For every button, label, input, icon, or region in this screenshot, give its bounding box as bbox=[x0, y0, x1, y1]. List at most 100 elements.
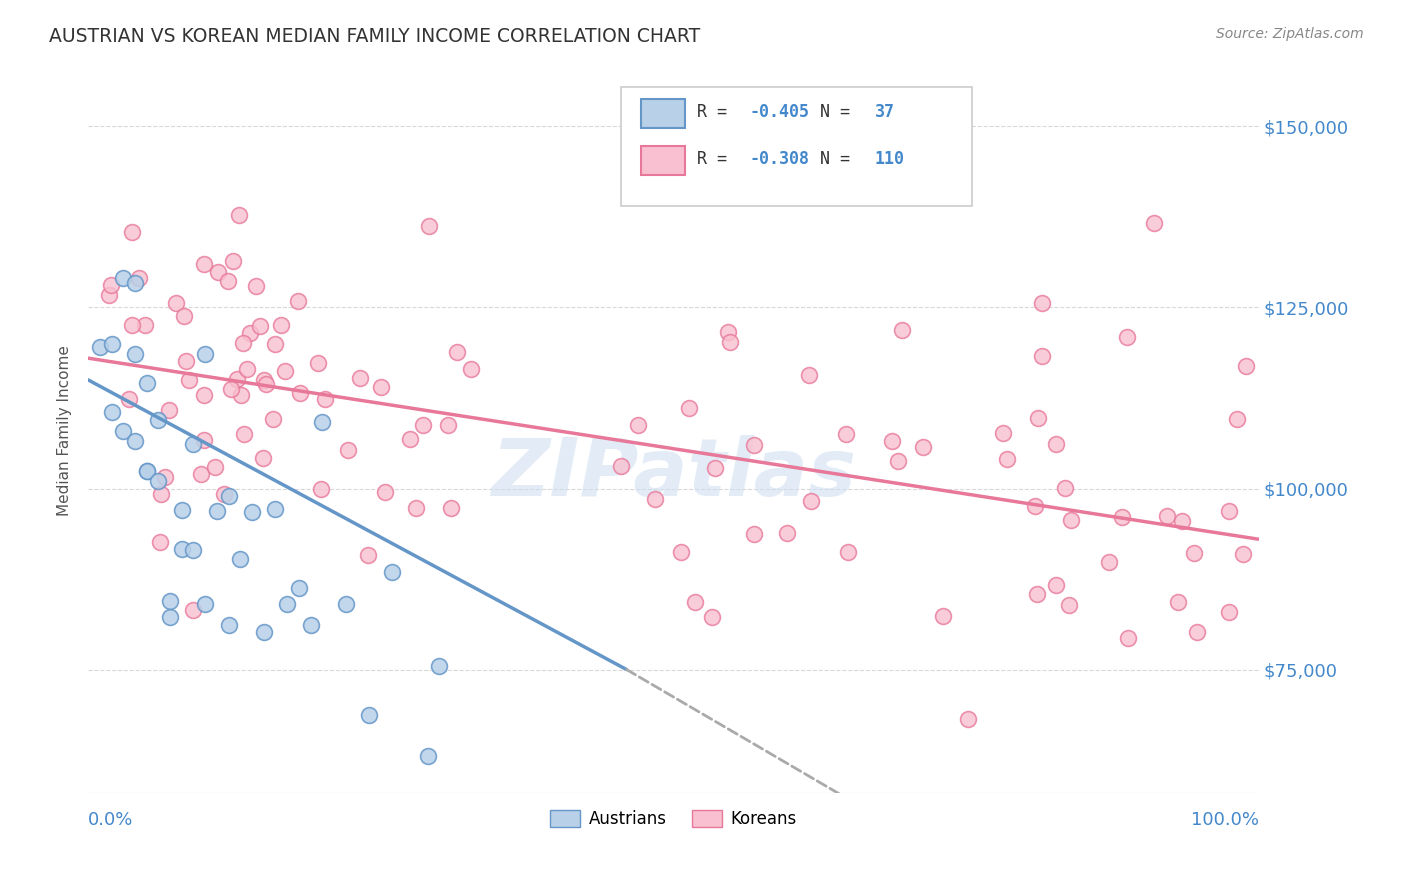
Point bbox=[718, 335, 741, 350]
Point bbox=[177, 374, 200, 388]
Point bbox=[446, 345, 468, 359]
Point bbox=[253, 625, 276, 640]
Point bbox=[159, 593, 181, 607]
Point bbox=[222, 254, 245, 268]
Point bbox=[276, 598, 298, 612]
Point bbox=[314, 392, 336, 406]
Point bbox=[416, 749, 439, 764]
Point bbox=[703, 460, 725, 475]
Point bbox=[370, 380, 392, 394]
Point bbox=[149, 487, 172, 501]
Point bbox=[1116, 631, 1139, 645]
Point bbox=[1167, 594, 1189, 608]
Point bbox=[835, 426, 858, 441]
Point bbox=[1234, 359, 1257, 373]
Point bbox=[240, 505, 263, 519]
Point bbox=[205, 504, 228, 518]
Point bbox=[128, 271, 150, 285]
Point bbox=[717, 325, 740, 339]
Text: AUSTRIAN VS KOREAN MEDIAN FAMILY INCOME CORRELATION CHART: AUSTRIAN VS KOREAN MEDIAN FAMILY INCOME … bbox=[49, 27, 700, 45]
Point bbox=[170, 503, 193, 517]
Point bbox=[256, 377, 278, 392]
Point bbox=[173, 309, 195, 323]
Point bbox=[335, 597, 357, 611]
Point bbox=[193, 388, 215, 402]
Point bbox=[644, 491, 666, 506]
Point bbox=[228, 208, 250, 222]
Text: 110: 110 bbox=[875, 150, 904, 168]
Point bbox=[412, 418, 434, 433]
Point bbox=[1026, 587, 1049, 601]
Point bbox=[1143, 216, 1166, 230]
Point bbox=[1053, 481, 1076, 495]
Point bbox=[880, 434, 903, 449]
Point bbox=[357, 548, 380, 562]
Text: 37: 37 bbox=[875, 103, 894, 121]
Point bbox=[1232, 547, 1254, 561]
Point bbox=[932, 608, 955, 623]
Point bbox=[1185, 624, 1208, 639]
Point bbox=[678, 401, 700, 415]
Point bbox=[288, 581, 311, 595]
Point bbox=[290, 386, 312, 401]
Point bbox=[193, 257, 215, 271]
Point bbox=[1060, 513, 1083, 527]
Point bbox=[797, 368, 820, 382]
Point bbox=[183, 543, 205, 558]
Point bbox=[744, 526, 766, 541]
Point bbox=[148, 474, 170, 488]
Point bbox=[159, 610, 181, 624]
Point bbox=[742, 438, 765, 452]
Point bbox=[148, 413, 170, 427]
Point bbox=[307, 356, 329, 370]
Point bbox=[311, 415, 333, 429]
Point bbox=[262, 412, 284, 426]
Point bbox=[194, 597, 217, 611]
Point bbox=[1098, 555, 1121, 569]
Point bbox=[183, 437, 205, 451]
Point bbox=[1026, 411, 1049, 425]
Point bbox=[1045, 437, 1067, 451]
Point bbox=[229, 387, 252, 401]
Point bbox=[235, 361, 257, 376]
Point bbox=[311, 483, 333, 497]
Bar bbox=[641, 146, 685, 175]
Text: -0.405: -0.405 bbox=[749, 103, 810, 121]
Point bbox=[157, 403, 180, 417]
Point bbox=[135, 464, 157, 478]
Point bbox=[1115, 330, 1137, 344]
Text: -0.308: -0.308 bbox=[749, 150, 810, 168]
Point bbox=[669, 544, 692, 558]
Point bbox=[1111, 510, 1133, 524]
Point bbox=[800, 494, 823, 508]
Point bbox=[418, 219, 440, 233]
Point bbox=[100, 278, 122, 293]
Point bbox=[837, 545, 859, 559]
Point bbox=[1226, 411, 1249, 425]
Point bbox=[245, 279, 267, 293]
Text: R =: R = bbox=[697, 150, 737, 168]
Point bbox=[97, 288, 120, 302]
Point bbox=[776, 526, 799, 541]
Point bbox=[1156, 508, 1178, 523]
Point bbox=[336, 443, 359, 458]
Point bbox=[226, 372, 249, 386]
Point bbox=[134, 318, 156, 333]
FancyBboxPatch shape bbox=[620, 87, 972, 206]
Point bbox=[626, 418, 648, 433]
Point bbox=[398, 432, 420, 446]
Point bbox=[219, 382, 242, 396]
Point bbox=[1059, 598, 1081, 612]
Point bbox=[165, 296, 187, 310]
Point bbox=[357, 708, 380, 723]
Point bbox=[1024, 500, 1046, 514]
Point bbox=[264, 337, 287, 351]
Point bbox=[112, 424, 135, 438]
Point bbox=[118, 392, 141, 406]
Point bbox=[233, 426, 256, 441]
Point bbox=[174, 354, 197, 368]
Point bbox=[153, 470, 176, 484]
Point bbox=[239, 326, 262, 340]
Point bbox=[253, 373, 276, 387]
Point bbox=[249, 319, 271, 334]
